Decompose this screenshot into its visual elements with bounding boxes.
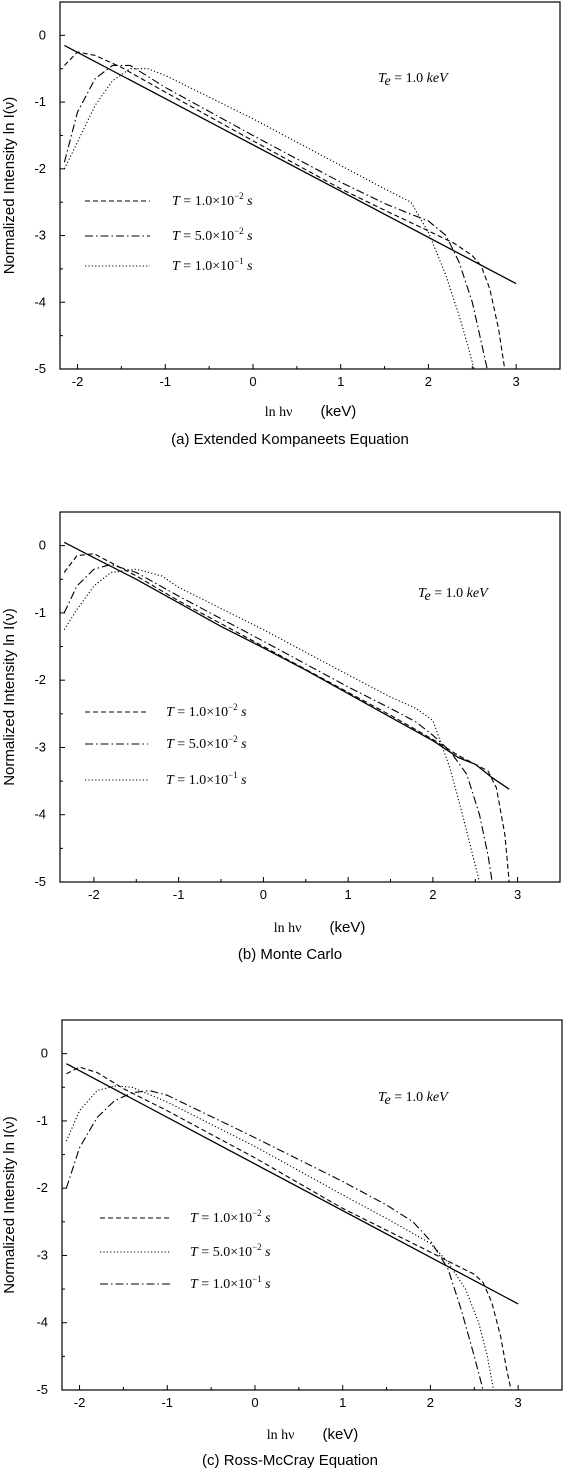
y-axis-title: Normalized Intensity ln I(ν) — [1, 1116, 18, 1294]
x-tick-label: 2 — [429, 887, 436, 902]
y-tick-label: -5 — [34, 874, 46, 889]
y-tick-label: -4 — [34, 294, 46, 309]
y-tick-label: -2 — [36, 1180, 48, 1195]
y-axis-title: Normalized Intensity ln I(ν) — [1, 608, 18, 786]
x-tick-label: 3 — [514, 887, 521, 902]
series-line-dotted — [63, 68, 475, 369]
x-tick-label: 1 — [337, 374, 344, 389]
temperature-annotation: Te = 1.0 keV — [418, 586, 489, 604]
x-axis-title: ln hν — [274, 921, 302, 936]
temperature-annotation: Te = 1.0 keV — [378, 1090, 449, 1108]
x-axis-unit: (keV) — [322, 1426, 358, 1443]
series-line-dotted — [63, 568, 481, 882]
series-line-dashdot — [63, 64, 488, 369]
legend-label: T = 1.0×10−2 s — [172, 191, 253, 209]
legend-label: T = 1.0×10−1 s — [172, 256, 253, 274]
x-tick-label: 0 — [260, 887, 267, 902]
y-tick-label: -3 — [34, 739, 46, 754]
x-tick-label: 3 — [515, 1395, 522, 1410]
x-tick-label: -2 — [88, 887, 100, 902]
y-tick-label: -1 — [36, 1113, 48, 1128]
x-tick-label: 1 — [339, 1395, 346, 1410]
panel-caption: (c) Ross-McCray Equation — [202, 1452, 378, 1469]
y-tick-label: -5 — [36, 1382, 48, 1397]
x-tick-label: -2 — [74, 1395, 86, 1410]
y-tick-label: -4 — [36, 1315, 48, 1330]
plot-frame — [59, 511, 561, 883]
x-tick-label: -1 — [161, 1395, 173, 1410]
x-tick-label: 0 — [249, 374, 256, 389]
y-tick-label: -1 — [34, 94, 46, 109]
y-tick-label: 0 — [41, 1046, 48, 1061]
y-tick-label: -1 — [34, 605, 46, 620]
chart-panel-2: -2 -1 0 1 2 3 0 -1 -2 -3 -4 -5 ln hν (keV) Normalized … — [1, 511, 561, 963]
legend-label: T = 1.0×10−2 s — [190, 1208, 271, 1226]
legend-label: T = 1.0×10−1 s — [166, 770, 247, 788]
series-line-dashed — [64, 51, 506, 369]
y-tick-label: -2 — [34, 672, 46, 687]
legend-label: T = 5.0×10−2 s — [172, 226, 253, 244]
legend-label: T = 5.0×10−2 s — [166, 734, 247, 752]
legend-label: T = 1.0×10−2 s — [166, 702, 247, 720]
series-line-dotted — [65, 1085, 495, 1390]
x-axis-title: ln hν — [267, 1428, 295, 1443]
plot-frame — [61, 1019, 563, 1391]
series-line-solid — [63, 541, 510, 790]
x-tick-label: -2 — [72, 374, 84, 389]
panel-caption: (a) Extended Kompaneets Equation — [171, 431, 409, 448]
plot-frame — [59, 1, 561, 370]
series-line-dashed — [66, 1066, 512, 1390]
y-tick-label: -3 — [34, 228, 46, 243]
x-tick-label: 2 — [427, 1395, 434, 1410]
x-tick-label: 1 — [345, 887, 352, 902]
y-tick-label: -2 — [34, 161, 46, 176]
series-line-solid — [66, 1063, 519, 1305]
panel-caption: (b) Monte Carlo — [238, 946, 342, 963]
series-line-dashdot — [63, 563, 493, 882]
y-tick-label: 0 — [39, 27, 46, 42]
chart-panel-3: -2 -1 0 1 2 3 0 -1 -2 -3 -4 -5 ln hν (keV) Normalized … — [1, 1019, 563, 1469]
chart-panel-1: -2 -1 0 1 2 3 0 -1 -2 -3 -4 -5 ln hν (keV) Normalized … — [1, 1, 561, 448]
x-axis-unit: (keV) — [320, 403, 356, 420]
y-tick-label: -4 — [34, 807, 46, 822]
y-tick-label: -3 — [36, 1247, 48, 1262]
series-line-dashed — [63, 553, 510, 882]
y-axis-title: Normalized Intensity ln I(ν) — [1, 97, 18, 275]
x-axis-unit: (keV) — [330, 919, 366, 936]
x-axis-title: ln hν — [265, 405, 293, 420]
temperature-annotation: Te = 1.0 keV — [378, 71, 449, 89]
series-line-solid — [64, 44, 517, 285]
series-line-dashdot — [65, 1090, 484, 1390]
x-tick-label: -1 — [173, 887, 185, 902]
legend-label: T = 5.0×10−2 s — [190, 1242, 271, 1260]
x-tick-label: 0 — [251, 1395, 258, 1410]
legend-label: T = 1.0×10−1 s — [190, 1274, 271, 1292]
x-tick-label: 2 — [425, 374, 432, 389]
x-tick-label: 3 — [513, 374, 520, 389]
y-tick-label: -5 — [34, 361, 46, 376]
x-tick-label: -1 — [159, 374, 171, 389]
y-tick-label: 0 — [39, 538, 46, 553]
